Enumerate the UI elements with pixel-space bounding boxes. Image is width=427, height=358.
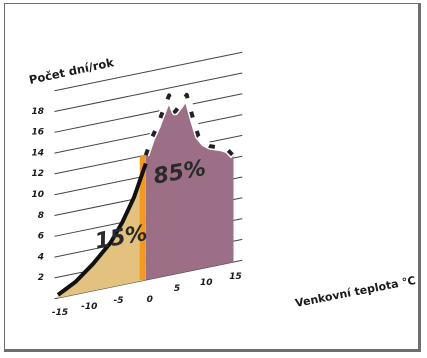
y-axis-title: Počet dní/rok <box>28 55 116 87</box>
y-tick-label: 10 <box>31 190 44 200</box>
y-tick-label: 18 <box>31 107 44 117</box>
x-tick-label: 0 <box>147 295 153 305</box>
curve-below <box>56 162 148 297</box>
x-tick-label: 10 <box>200 278 213 288</box>
y-tick-labels: 2 4 6 8 10 12 14 16 18 <box>31 107 44 283</box>
y-tick-label: 12 <box>31 169 44 179</box>
x-tick-label: -10 <box>81 302 97 312</box>
y-tick-label: 14 <box>31 148 44 158</box>
area-above-zero <box>145 94 234 280</box>
area-below-zero <box>58 163 146 298</box>
grid-line <box>54 93 243 133</box>
x-tick-label: 15 <box>229 272 242 282</box>
curve-above <box>143 92 235 158</box>
grid-line <box>54 51 243 92</box>
grid-line <box>54 72 243 113</box>
x-tick-label: -5 <box>114 296 124 306</box>
y-tick-label: 4 <box>37 252 44 262</box>
grid-line <box>54 114 243 154</box>
x-tick-label: 5 <box>174 284 180 294</box>
y-tick-label: 2 <box>38 273 44 283</box>
x-tick-labels: -15 -10 -5 0 5 10 15 <box>52 272 242 318</box>
edge-curves <box>56 91 237 297</box>
y-tick-label: 16 <box>31 128 44 138</box>
y-tick-label: 6 <box>38 232 44 242</box>
y-tick-label: 8 <box>38 211 44 221</box>
x-tick-label: -15 <box>52 308 68 318</box>
x-axis-title: Venkovní teplota °C <box>294 274 417 310</box>
